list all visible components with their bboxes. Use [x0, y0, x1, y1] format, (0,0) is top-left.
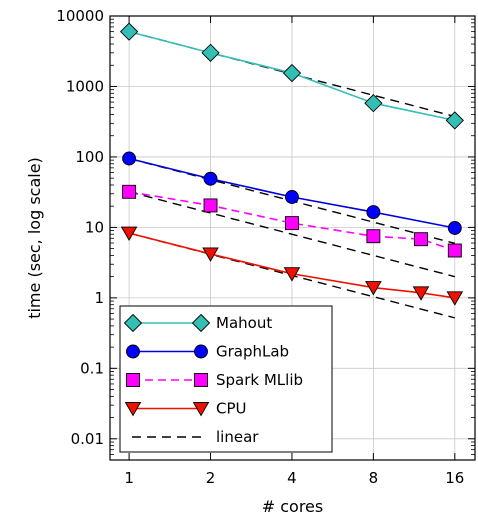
- mahout-point: [119, 22, 139, 41]
- cpu-point: [365, 281, 382, 296]
- spark-mllib-point: [122, 184, 137, 199]
- cpu-line: [128, 232, 455, 299]
- spark-mllib-point: [203, 198, 218, 213]
- legend-cpu-marker: [124, 402, 142, 417]
- legend-box: [119, 305, 333, 453]
- cpu-point: [283, 267, 301, 282]
- legend-graphlab-marker: [126, 344, 140, 359]
- x-tick-label: 1: [124, 469, 134, 487]
- spark-mllib-point: [414, 232, 428, 247]
- legend-graphlab-marker: [194, 344, 208, 359]
- x-tick-label: 4: [287, 469, 297, 487]
- legend-spark-mllib-marker: [194, 373, 208, 387]
- graphlab-point: [366, 205, 381, 220]
- y-tick-label: 1000: [66, 77, 104, 95]
- spark-mllib-point: [366, 229, 381, 244]
- axis-ticks: 1 2 4 8 16 0.01 0.1 1 10 100 1000 10000: [56, 7, 475, 487]
- y-tick-label: 10: [85, 218, 104, 236]
- y-axis-label: time (sec, log scale): [25, 157, 44, 319]
- graphlab-point: [203, 171, 218, 186]
- legend-linear-label: linear: [216, 428, 259, 446]
- linear-line: [128, 191, 455, 278]
- y-tick-label: 1: [94, 289, 104, 307]
- graphlab-point: [285, 190, 299, 204]
- legend-mahout-label: Mahout: [216, 314, 272, 332]
- y-tick-label: 100: [75, 148, 104, 166]
- mahout-point: [364, 93, 383, 113]
- legend-mahout-marker: [191, 313, 211, 333]
- x-tick-label: 16: [445, 469, 464, 487]
- mahout-point: [201, 43, 220, 62]
- legend-spark-mllib-label: Spark MLlib: [216, 371, 303, 389]
- legend-spark-mllib-marker: [126, 373, 140, 387]
- spark-mllib-point: [285, 216, 299, 231]
- cpu-point: [202, 247, 219, 262]
- y-tick-label: 10000: [56, 7, 104, 25]
- x-tick-label: 2: [206, 469, 216, 487]
- y-tick-label: 0.01: [71, 430, 104, 448]
- series-markers: [119, 22, 464, 306]
- legend-mahout-marker: [123, 313, 143, 333]
- mahout-point: [282, 63, 302, 83]
- cpu-point: [412, 286, 430, 301]
- cpu-point: [446, 291, 464, 306]
- legend-cpu-marker: [192, 402, 210, 417]
- x-axis-label: # cores: [262, 497, 323, 516]
- x-tick-label: 8: [369, 469, 379, 487]
- graphlab-point: [122, 151, 137, 166]
- spark-mllib-point: [447, 243, 462, 258]
- mahout-point: [445, 111, 464, 130]
- legend: Mahout GraphLab Spark MLlib CPU linear: [119, 305, 333, 453]
- cpu-point: [120, 226, 138, 241]
- y-tick-label: 0.1: [80, 359, 104, 377]
- legend-cpu-label: CPU: [216, 400, 247, 418]
- legend-graphlab-label: GraphLab: [216, 343, 289, 361]
- graphlab-point: [447, 221, 462, 235]
